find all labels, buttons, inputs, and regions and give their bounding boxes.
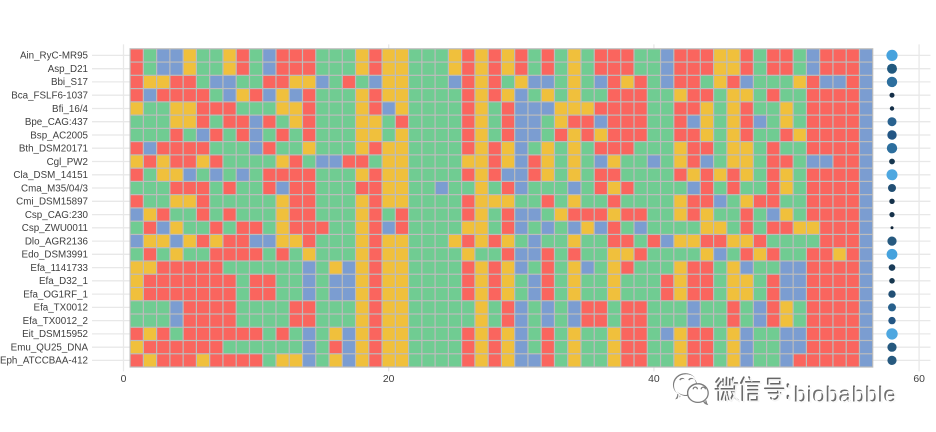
svg-text:Ain_RyC-MR95: Ain_RyC-MR95: [20, 51, 89, 62]
svg-text:Bbi_S17: Bbi_S17: [51, 77, 88, 88]
svg-text:0: 0: [121, 374, 127, 385]
svg-text:Efa_TX0012: Efa_TX0012: [34, 303, 88, 314]
svg-text:Efa_OG1RF_1: Efa_OG1RF_1: [23, 289, 88, 300]
svg-text:Bth_DSM20171: Bth_DSM20171: [19, 144, 88, 155]
svg-text:biobabble: biobabble: [795, 383, 898, 408]
svg-text:Bca_FSLF6-1037: Bca_FSLF6-1037: [11, 91, 88, 102]
svg-text:Csp_CAG:230: Csp_CAG:230: [25, 210, 89, 221]
svg-text:Csp_ZWU0011: Csp_ZWU0011: [22, 223, 88, 234]
svg-text:Edo_DSM3991: Edo_DSM3991: [22, 250, 88, 261]
svg-text:Cma_M35/04/3: Cma_M35/04/3: [21, 183, 89, 194]
svg-text:Cla_DSM_14151: Cla_DSM_14151: [13, 170, 88, 181]
svg-text:20: 20: [383, 374, 395, 385]
svg-text:Cmi_DSM15897: Cmi_DSM15897: [16, 197, 88, 208]
svg-text:Efa_D32_1: Efa_D32_1: [39, 276, 88, 287]
svg-text:Bfi_16/4: Bfi_16/4: [52, 104, 89, 115]
svg-text:Cgl_PW2: Cgl_PW2: [47, 157, 88, 168]
svg-text:Dlo_AGR2136: Dlo_AGR2136: [25, 236, 89, 247]
svg-text:Bsp_AC2005: Bsp_AC2005: [30, 130, 88, 141]
svg-text:Efa_TX0012_2: Efa_TX0012_2: [23, 316, 88, 327]
svg-text:Efa_1141733: Efa_1141733: [30, 263, 88, 274]
svg-text:40: 40: [648, 374, 660, 385]
svg-text:60: 60: [913, 374, 925, 385]
svg-text:Eph_ATCCBAA-412: Eph_ATCCBAA-412: [0, 356, 88, 367]
svg-text:Asp_D21: Asp_D21: [48, 64, 88, 75]
svg-text:Emu_QU25_DNA: Emu_QU25_DNA: [11, 343, 89, 354]
svg-text:biobabble: biobabble: [793, 381, 896, 406]
svg-text:Eit_DSM15952: Eit_DSM15952: [22, 329, 88, 340]
svg-text:Bpe_CAG:437: Bpe_CAG:437: [25, 117, 88, 128]
